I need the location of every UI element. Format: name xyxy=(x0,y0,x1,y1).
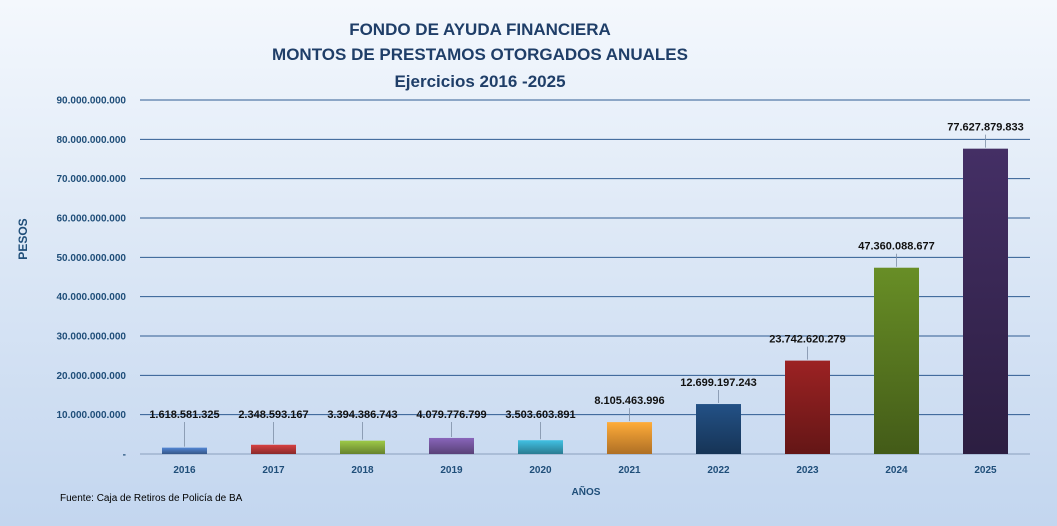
x-tick-label-2017: 2017 xyxy=(262,465,285,476)
y-axis-label: PESOS xyxy=(16,218,30,260)
chart-title-line-3: Ejercicios 2016 -2025 xyxy=(394,72,566,91)
bar-2018 xyxy=(340,440,385,454)
x-tick-label-2019: 2019 xyxy=(440,465,463,476)
bar-2022 xyxy=(696,404,741,454)
data-label-2024: 47.360.088.677 xyxy=(858,241,934,253)
x-tick-label-2020: 2020 xyxy=(529,465,552,476)
chart-title-line-1: FONDO DE AYUDA FINANCIERA xyxy=(349,20,611,39)
x-axis-label: AÑOS xyxy=(571,487,601,498)
y-tick-label: 90.000.000.000 xyxy=(56,96,126,107)
data-label-2016: 1.618.581.325 xyxy=(149,409,219,421)
bar-2023 xyxy=(785,360,830,454)
data-label-2019: 4.079.776.799 xyxy=(416,409,486,421)
bar-2021 xyxy=(607,422,652,454)
y-tick-label: 40.000.000.000 xyxy=(56,292,126,303)
x-tick-label-2025: 2025 xyxy=(974,465,997,476)
data-label-2025: 77.627.879.833 xyxy=(947,122,1023,134)
chart-title-line-2: MONTOS DE PRESTAMOS OTORGADOS ANUALES xyxy=(272,45,688,64)
data-label-2021: 8.105.463.996 xyxy=(594,395,664,407)
x-tick-label-2022: 2022 xyxy=(707,465,730,476)
data-label-2022: 12.699.197.243 xyxy=(680,377,756,389)
x-tick-label-2021: 2021 xyxy=(618,465,641,476)
x-tick-label-2024: 2024 xyxy=(885,465,908,476)
bar-2017 xyxy=(251,444,296,454)
y-tick-label: 10.000.000.000 xyxy=(56,410,126,421)
x-tick-label-2018: 2018 xyxy=(351,465,374,476)
y-tick-label: 70.000.000.000 xyxy=(56,174,126,185)
data-label-2017: 2.348.593.167 xyxy=(238,409,308,421)
data-label-2018: 3.394.386.743 xyxy=(327,409,397,421)
y-tick-label: 50.000.000.000 xyxy=(56,253,126,264)
bar-2019 xyxy=(429,437,474,454)
source-note: Fuente: Caja de Retiros de Policía de BA xyxy=(60,493,243,504)
data-label-2020: 3.503.603.891 xyxy=(505,409,575,421)
bar-2024 xyxy=(874,267,919,454)
bar-2020 xyxy=(518,440,563,454)
y-tick-label: - xyxy=(123,450,126,461)
x-tick-label-2016: 2016 xyxy=(173,465,196,476)
x-tick-label-2023: 2023 xyxy=(796,465,819,476)
data-label-2023: 23.742.620.279 xyxy=(769,334,845,346)
bar-2016 xyxy=(162,447,207,454)
y-tick-label: 80.000.000.000 xyxy=(56,135,126,146)
y-tick-label: 20.000.000.000 xyxy=(56,371,126,382)
y-tick-label: 60.000.000.000 xyxy=(56,214,126,225)
bar-2025 xyxy=(963,148,1008,454)
y-tick-label: 30.000.000.000 xyxy=(56,332,126,343)
